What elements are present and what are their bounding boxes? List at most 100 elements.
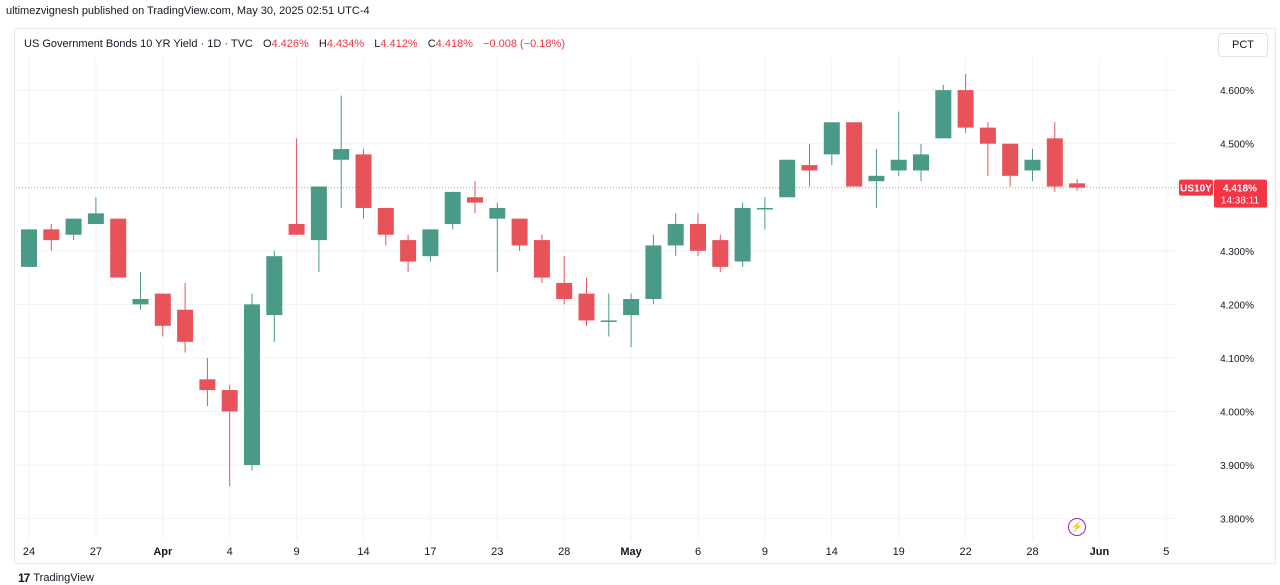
candle-body [801,165,818,171]
candle-body [333,149,350,160]
x-tick-label: May [620,546,642,558]
x-tick-label: 23 [491,546,503,558]
candle-body [1002,143,1019,176]
change-value: −0.008 (−0.18%) [483,38,565,50]
candle-body [623,299,640,316]
x-tick-label: Apr [153,546,173,558]
tradingview-logo-icon: 17 [18,571,30,585]
candle-body [310,186,327,241]
candle-body [1069,183,1086,188]
candle [333,95,350,208]
candle [868,149,885,208]
candle-body [890,159,907,171]
candle-body [690,224,706,251]
x-tick-label: 6 [695,546,701,558]
candle [266,250,283,342]
candle [400,234,417,273]
close-value: 4.418% [435,38,473,50]
candle-body [110,218,127,278]
candle-body [1024,159,1041,171]
candle-body [132,299,149,305]
candle-body [913,154,929,171]
candle [935,84,952,139]
x-tick-label: 24 [23,546,35,558]
candle-body [444,191,461,225]
candle-body [467,197,483,203]
candle [21,229,37,267]
candle [221,384,238,487]
candle-body [868,175,885,182]
candle-body [377,207,394,235]
candle [779,159,796,198]
pct-scale-button[interactable]: PCT [1218,33,1268,57]
candle [132,272,149,310]
candle [110,218,127,278]
candle-body [288,224,305,235]
low-label: L [374,38,381,50]
open-label: O [262,38,272,50]
last-price-marker: US10Y 4.418%14:38:11 [16,179,1267,208]
candle [355,149,372,219]
candle [1046,122,1063,192]
candle [310,186,327,273]
x-tick-label: 19 [893,546,905,558]
price-axis: 4.600% 4.500% 4.300% 4.200% 4.100% 4.000% 3.90… [1220,86,1254,525]
x-tick-label: 4 [227,546,233,558]
candle [645,234,662,305]
candle [154,293,171,337]
candle-body [511,218,528,246]
candle [533,234,550,283]
y-tick-label: 4.300% [1220,247,1254,258]
candle-body [935,90,952,139]
candle-body [65,218,82,235]
last-price-badge [1214,179,1267,208]
time-axis: 24 27 Apr 4 9 14 17 23 28 May 6 9 14 19 22 28 Jun 5 [23,546,1169,558]
candle [43,224,60,251]
candle-body [667,224,684,246]
candle [846,122,863,187]
candle [199,357,216,407]
candle-body [355,154,372,208]
candle [734,202,751,267]
y-tick-label: 3.800% [1220,515,1254,526]
tradingview-footer[interactable]: 17 TradingView [18,571,94,585]
candle [177,282,194,353]
candle-body [712,240,729,267]
x-tick-label: 22 [959,546,971,558]
candle [288,138,305,235]
last-price-value: 4.418% [1223,184,1257,195]
candle [667,213,684,257]
candle-body [400,240,417,262]
symbol-title: US Government Bonds 10 YR Yield · 1D · T… [24,38,253,50]
candle [87,197,104,225]
chart-frame[interactable] [14,28,1276,564]
candle [422,229,439,262]
candle [979,122,996,176]
y-tick-label: 4.000% [1220,407,1254,418]
tradingview-logo-text: TradingView [33,572,94,584]
x-tick-label: 9 [294,546,300,558]
lightning-bolt-icon[interactable]: ⚡ [1068,518,1086,536]
candle [913,143,929,182]
candle [65,218,82,241]
candle-body [600,320,617,322]
candle [377,207,394,246]
candle-body [489,207,506,219]
candle [1024,149,1041,182]
candle [244,293,260,471]
candle-body [957,90,974,128]
candle [600,293,617,337]
candle [444,191,461,230]
candle-body [578,293,595,321]
candle [511,218,528,251]
symbol-legend[interactable]: US Government Bonds 10 YR Yield · 1D · T… [24,38,565,50]
candle-body [756,207,773,210]
ticker-badge [1179,179,1213,196]
candle [556,256,573,305]
x-tick-label: 5 [1163,546,1169,558]
candle [623,293,640,348]
candle-body [266,256,283,316]
candle [823,122,840,166]
candle-body [556,282,573,299]
